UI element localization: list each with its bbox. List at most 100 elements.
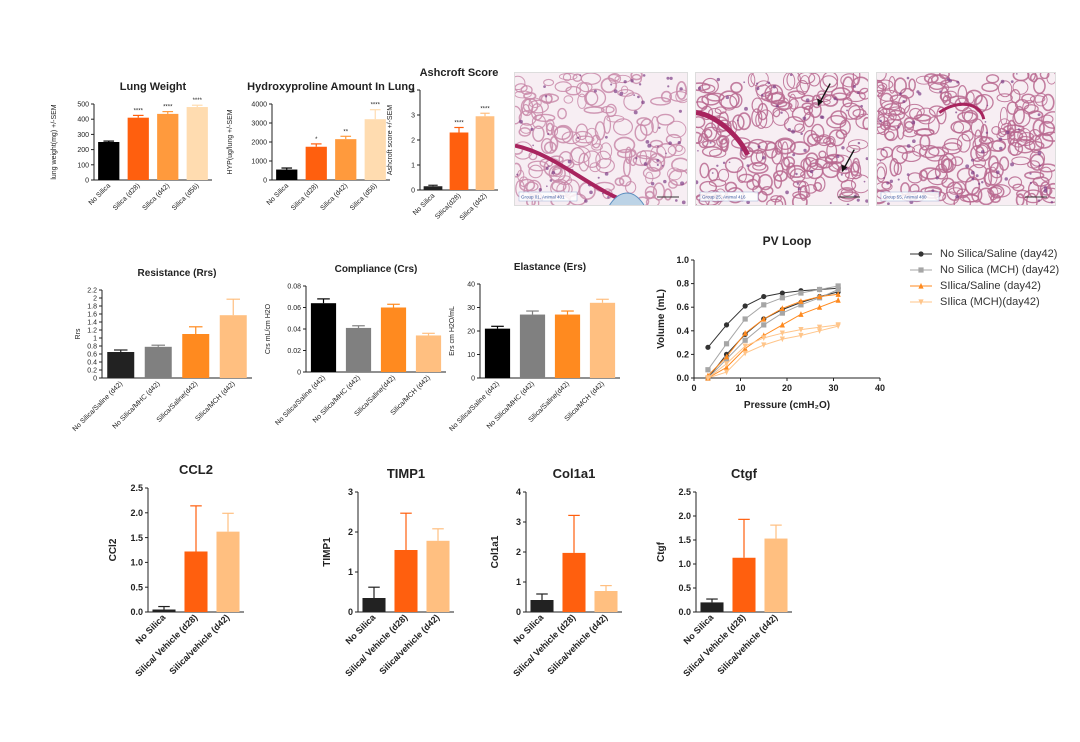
lung-weight-ytick-label: 100 xyxy=(77,162,89,169)
alveolus xyxy=(1039,181,1052,200)
timp1-category-label: Silica/ Vehicle (d28) xyxy=(343,612,409,678)
nucleus xyxy=(865,199,868,203)
nucleus xyxy=(833,97,837,101)
ctgf-chart: Ctgf Ctgf 0.0 0.5 1.0 1.5 2.0 2.5 No Silica Silic… xyxy=(652,462,802,700)
alveolus xyxy=(950,120,972,134)
legend-label: SIlica (MCH)(day42) xyxy=(940,296,1040,308)
lung-weight-bar xyxy=(127,117,149,180)
hydroxyproline-significance: * xyxy=(315,137,318,143)
alveolus xyxy=(766,198,784,205)
elastance-ylabel: Ers cm H2O/mL xyxy=(449,306,456,356)
alveolus xyxy=(652,182,666,201)
alveolus xyxy=(614,177,625,187)
hydroxyproline-bar xyxy=(276,169,298,180)
timp1-bar xyxy=(394,550,418,612)
alveolus xyxy=(818,150,827,159)
ccl2-bar xyxy=(216,531,240,612)
pv-loop-point xyxy=(705,367,711,373)
alveolus xyxy=(665,133,682,146)
nucleus xyxy=(656,163,659,167)
lung-weight-significance: **** xyxy=(163,105,173,111)
alveolus xyxy=(650,96,672,106)
nucleus xyxy=(633,110,638,115)
nucleus xyxy=(1029,172,1032,175)
alveolus xyxy=(1017,127,1032,143)
nucleus xyxy=(604,172,609,176)
alveolus xyxy=(787,90,806,99)
legend-marker-icon xyxy=(910,299,932,306)
pv-loop-ytick-label: 1.0 xyxy=(676,255,689,265)
nucleus xyxy=(543,85,546,88)
alveolus xyxy=(580,73,602,85)
alveolus xyxy=(1016,189,1030,199)
pv-loop-legend: No Silica/Saline (day42) No Silica (MCH) … xyxy=(910,246,1059,310)
alveolus xyxy=(1024,140,1045,151)
compliance-bar xyxy=(310,303,337,372)
pv-loop-point xyxy=(742,330,748,336)
compliance-ytick-label: 0.08 xyxy=(287,283,301,290)
resistance-chart: Resistance (Rrs) Rrs 0 0.2 0.4 0.6 0.8 1 1.2 1.4 1… xyxy=(72,262,262,448)
nucleus xyxy=(981,181,984,184)
ashcroft-ytick-label: 4 xyxy=(411,87,415,94)
alveolus xyxy=(543,78,555,87)
nucleus xyxy=(1038,164,1041,167)
nucleus xyxy=(665,152,667,155)
nucleus xyxy=(829,201,832,205)
resistance-category-label: Silica/Saline(d42) xyxy=(156,380,199,423)
pv-loop-legend-item: No Silica (MCH) (day42) xyxy=(910,262,1059,278)
alveolus xyxy=(584,90,599,106)
alveolus xyxy=(800,157,819,172)
alveolus xyxy=(1007,176,1023,189)
hydroxyproline-category-label: Silica (d56) xyxy=(349,182,379,212)
alveolus xyxy=(732,114,745,131)
ctgf-ylabel: Ctgf xyxy=(656,541,667,562)
alveolus xyxy=(758,109,774,129)
pv-loop-point xyxy=(816,304,823,310)
alveolus xyxy=(666,120,687,139)
timp1-ytick-label: 3 xyxy=(348,487,353,497)
lung-weight-ylabel: lung weight(mg) +/-SEM xyxy=(51,104,58,179)
hydroxyproline-ytick-label: 3000 xyxy=(251,120,267,127)
pv-loop-series xyxy=(705,322,841,382)
nucleus xyxy=(548,165,550,167)
alveolus xyxy=(896,145,916,154)
alveolus xyxy=(881,181,892,190)
pv-loop-xtick-label: 30 xyxy=(828,383,838,393)
nucleus xyxy=(860,104,863,108)
alveolus xyxy=(639,150,648,166)
nucleus xyxy=(841,146,845,150)
pv-loop-ytick-label: 0.0 xyxy=(676,373,689,383)
alveolus xyxy=(1013,105,1025,125)
alveolus xyxy=(565,85,582,96)
pv-loop-point xyxy=(742,350,748,357)
arrow-head-icon xyxy=(817,98,824,106)
pv-loop-point xyxy=(918,282,924,289)
histology-image-3: Group 55, Animal 480 xyxy=(876,72,1056,206)
alveolus xyxy=(630,73,643,85)
nucleus xyxy=(656,159,660,163)
pv-loop-point xyxy=(798,311,804,317)
alveolus xyxy=(599,142,613,160)
alveolus xyxy=(1010,89,1021,104)
alveolus xyxy=(877,107,897,125)
nucleus xyxy=(756,86,760,91)
alveolus xyxy=(699,162,710,179)
alveolus xyxy=(858,87,868,100)
timp1-chart: TIMP1 TIMP1 0 1 2 3 No Silica Silica/ Vehicle (… xyxy=(318,462,468,700)
nucleus xyxy=(516,173,519,176)
nucleus xyxy=(756,82,759,85)
pv-loop-point xyxy=(705,344,711,350)
lung-weight-significance: **** xyxy=(134,108,144,114)
alveolus xyxy=(667,167,682,181)
lung-weight-title: Lung Weight xyxy=(120,81,187,93)
nucleus xyxy=(853,85,856,88)
nucleus xyxy=(935,176,939,180)
alveolus xyxy=(826,115,847,129)
alveolus xyxy=(1038,163,1055,173)
resistance-bar xyxy=(219,315,247,378)
nucleus xyxy=(785,190,789,195)
nucleus xyxy=(883,177,886,179)
nucleus xyxy=(985,131,989,134)
alveolus xyxy=(645,171,654,184)
alveolus xyxy=(668,168,687,187)
